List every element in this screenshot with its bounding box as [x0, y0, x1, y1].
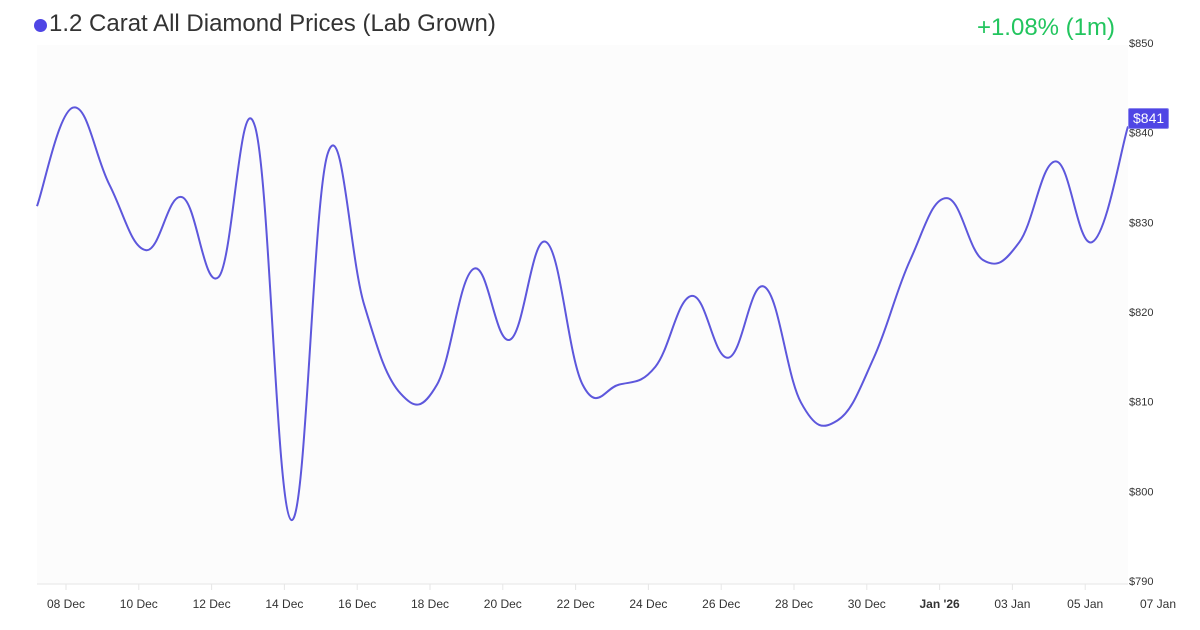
price-line[interactable] — [36, 106, 1129, 522]
x-tick-label: 20 Dec — [484, 597, 522, 611]
price-change-label: +1.08% (1m) — [976, 14, 1115, 41]
x-tick-label: 24 Dec — [629, 597, 667, 611]
x-tick-label: 16 Dec — [338, 597, 376, 611]
x-tick-label: 18 Dec — [411, 597, 449, 611]
x-tick-label: 26 Dec — [702, 597, 740, 611]
y-tick-label: $830 — [1129, 217, 1153, 229]
current-price-tag: $841 — [1128, 108, 1170, 129]
y-tick-label: $850 — [1129, 38, 1153, 50]
x-axis: 08 Dec 10 Dec 12 Dec 14 Dec 16 Dec 18 Dec 20 D… — [47, 584, 1176, 611]
x-tick-label: 08 Dec — [47, 597, 85, 611]
x-tick-label: 07 Jan — [1140, 597, 1176, 611]
plot-area — [37, 45, 1128, 584]
y-axis: $850 $840 $830 $820 $810 $800 $790 — [1129, 38, 1153, 588]
chart-title: 1.2 Carat All Diamond Prices (Lab Grown) — [49, 10, 496, 37]
y-tick-label: $800 — [1129, 486, 1153, 498]
x-tick-label: 22 Dec — [557, 597, 595, 611]
x-tick-label: 28 Dec — [775, 597, 813, 611]
y-tick-label: $810 — [1129, 397, 1153, 409]
x-tick-label: 10 Dec — [120, 597, 158, 611]
y-tick-label: $820 — [1129, 307, 1153, 319]
y-tick-label: $840 — [1129, 128, 1153, 140]
x-tick-label: 05 Jan — [1067, 597, 1103, 611]
x-tick-label: 30 Dec — [848, 597, 886, 611]
x-tick-label: 03 Jan — [994, 597, 1030, 611]
x-tick-label: Jan '26 — [919, 597, 960, 611]
y-tick-label: $790 — [1129, 576, 1153, 588]
x-tick-label: 12 Dec — [193, 597, 231, 611]
series-dot-icon — [34, 19, 47, 32]
chart-title-group: 1.2 Carat All Diamond Prices (Lab Grown) — [34, 10, 496, 38]
x-tick-label: 14 Dec — [265, 597, 303, 611]
